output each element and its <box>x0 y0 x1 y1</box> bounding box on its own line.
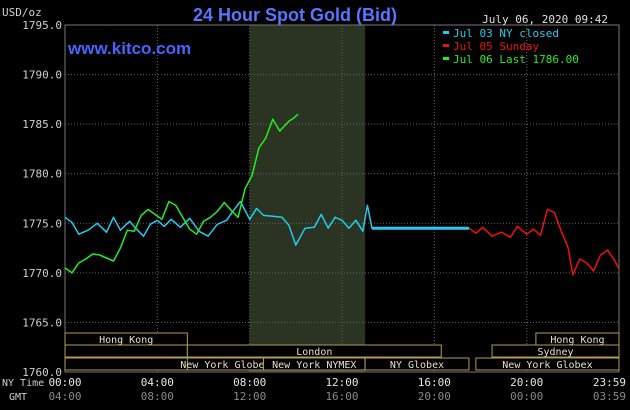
x-axis: 00:0004:0004:0008:0008:0012:0012:0016:00… <box>48 376 626 403</box>
y-tick-label: 1775.0 <box>22 217 62 230</box>
session-hong-kong-left-label: Hong Kong <box>99 335 153 346</box>
session-new-york-globex-left-label: New York Globex <box>180 360 270 371</box>
y-tick-label: 1760.0 <box>22 366 62 379</box>
y-axis: 1795.0 1790.0 1785.0 1780.0 1775.0 1770.0 1765… <box>22 19 62 379</box>
session-hong-kong-right: Hong Kong <box>535 332 620 346</box>
x-tick-label-ny: 00:00 <box>48 376 81 389</box>
session-new-york-globex-right-box <box>475 357 620 371</box>
x-axis-gmt-label: GMT <box>9 392 27 403</box>
session-new-york-nymex-label: New York NYMEX <box>272 360 356 371</box>
x-tick-label-gmt: 20:00 <box>418 390 451 403</box>
x-tick-label-gmt: 12:00 <box>233 390 266 403</box>
x-tick-label-gmt: 00:00 <box>510 390 543 403</box>
session-new-york-globex-left: New York Globex <box>180 357 271 371</box>
site-watermark: www.kitco.com <box>67 39 191 58</box>
y-tick-label: 1765.0 <box>22 316 62 329</box>
x-tick-label-gmt: 16:00 <box>325 390 358 403</box>
session-ny-globex-box <box>364 357 470 371</box>
legend-label: Jul 05 Sunday <box>453 40 539 53</box>
y-tick-label: 1780.0 <box>22 168 62 181</box>
session-ny-globex: NY Globex <box>364 357 470 371</box>
legend-swatch <box>443 57 449 60</box>
x-tick-label-gmt: 03:59 <box>593 390 626 403</box>
x-tick-label-gmt: 08:00 <box>141 390 174 403</box>
legend-swatch <box>443 44 449 47</box>
session-ny-globex-label: NY Globex <box>390 360 444 371</box>
session-london-box <box>186 344 442 358</box>
y-tick-label: 1790.0 <box>22 69 62 82</box>
legend-label: Jul 03 NY closed <box>453 27 559 40</box>
price-series <box>64 113 620 276</box>
x-tick-label-gmt: 04:00 <box>48 390 81 403</box>
x-tick-label-ny: 08:00 <box>233 376 266 389</box>
legend-swatch <box>443 31 449 34</box>
x-tick-label-ny: 16:00 <box>418 376 451 389</box>
chart-title: 24 Hour Spot Gold (Bid) <box>193 5 397 25</box>
y-tick-label: 1795.0 <box>22 19 62 32</box>
highlight-band <box>249 25 366 372</box>
legend-label: Jul 06 Last 1786.00 <box>453 53 579 66</box>
x-tick-label-ny: 04:00 <box>141 376 174 389</box>
session-new-york-globex-right-label: New York Globex <box>502 360 592 371</box>
y-tick-label: 1785.0 <box>22 118 62 131</box>
session-hong-kong-left: Hong Kong <box>64 332 188 346</box>
chart-timestamp: July 06, 2020 09:42 <box>482 13 608 26</box>
session-hong-kong-right-label: Hong Kong <box>550 335 604 346</box>
session-empty-left <box>64 344 188 358</box>
y-unit-label: USD/oz <box>2 6 42 19</box>
session-sydney-label: Sydney <box>537 347 573 358</box>
session-new-york-nymex: New York NYMEX <box>263 357 366 371</box>
session-new-york-globex-right: New York Globex <box>475 357 620 371</box>
session-london-label: London <box>296 347 332 358</box>
y-tick-label: 1770.0 <box>22 267 62 280</box>
series-line-1 <box>64 200 469 246</box>
session-sydney-box <box>491 344 620 358</box>
session-london: London <box>186 344 442 358</box>
series-line-3 <box>64 113 299 274</box>
series-line-2 <box>468 208 620 276</box>
x-tick-label-ny: 23:59 <box>593 376 626 389</box>
x-axis-ny-time-label: NY Time <box>2 378 44 389</box>
x-tick-label-ny: 12:00 <box>325 376 358 389</box>
plot-frame <box>64 24 620 373</box>
session-sydney: Sydney <box>491 344 620 358</box>
session-empty-left-box <box>64 344 188 358</box>
x-tick-label-ny: 20:00 <box>510 376 543 389</box>
